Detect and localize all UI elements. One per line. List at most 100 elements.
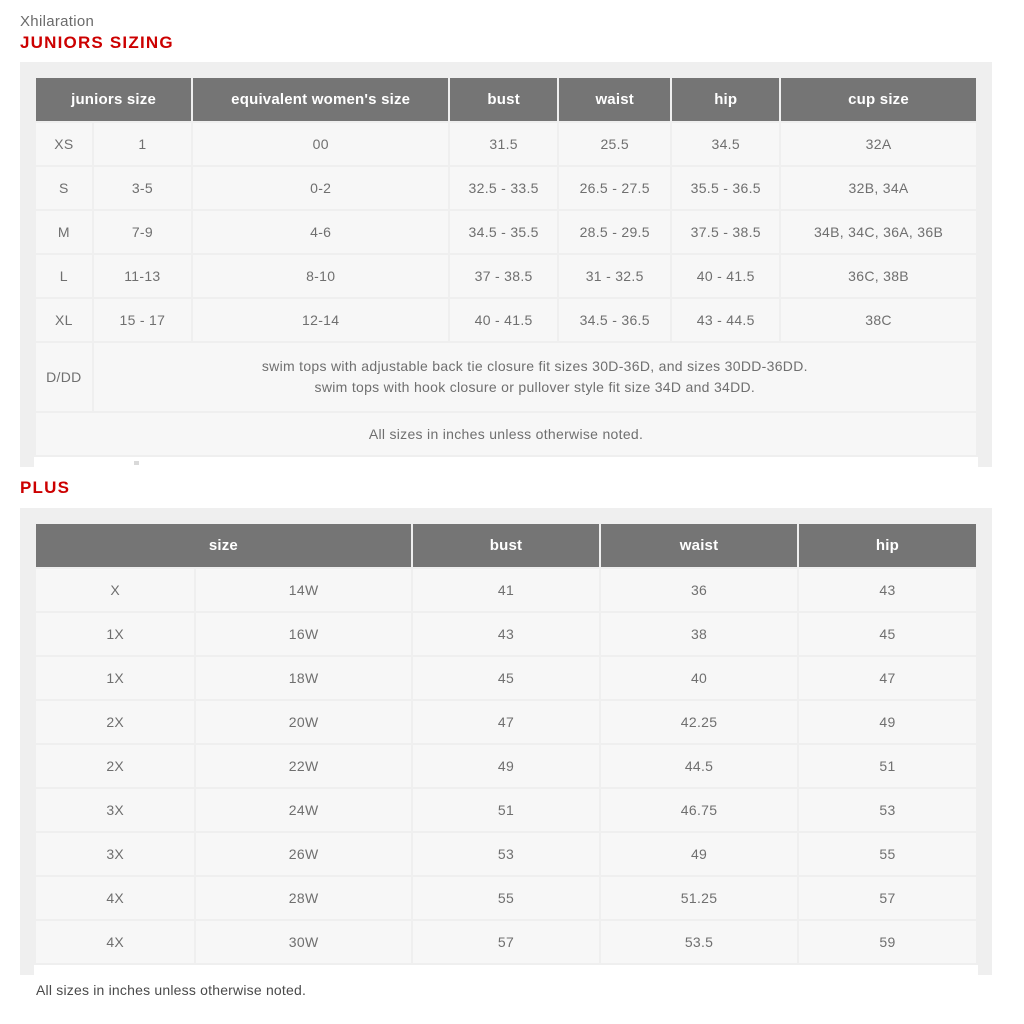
cell-hip: 43 - 44.5 [672, 299, 780, 341]
cell-bust: 41 [412, 569, 600, 611]
plus-header-row: size bust waist hip [36, 524, 976, 567]
cell-size: 2X [36, 745, 195, 787]
cell-size: X [36, 569, 195, 611]
cell-numeric-size: 30W [196, 921, 411, 963]
table-row: 1X 16W 43 38 45 [36, 613, 976, 655]
table-row: 3X 24W 51 46.75 53 [36, 789, 976, 831]
juniors-footnote-row: All sizes in inches unless otherwise not… [36, 413, 976, 455]
cell-bust: 45 [412, 657, 600, 699]
table-row: 4X 30W 57 53.5 59 [36, 921, 976, 963]
column-header-equivalent-womens-size: equivalent women's size [193, 78, 449, 121]
cell-waist: 31 - 32.5 [559, 255, 671, 297]
cell-numeric-size: 28W [196, 877, 411, 919]
cell-womens-size: 4-6 [193, 211, 449, 253]
plus-sizing-table: size bust waist hip X 14W 41 36 43 1X 16… [34, 522, 978, 965]
cell-waist: 34.5 - 36.5 [559, 299, 671, 341]
cell-waist: 42.25 [601, 701, 797, 743]
cell-hip: 59 [798, 921, 976, 963]
dd-note-line-1: swim tops with adjustable back tie closu… [261, 358, 808, 374]
dd-note-line-2: swim tops with hook closure or pullover … [314, 379, 756, 395]
table-row: X 14W 41 36 43 [36, 569, 976, 611]
column-header-waist: waist [601, 524, 797, 567]
cell-waist: 38 [601, 613, 797, 655]
cell-womens-size: 8-10 [193, 255, 449, 297]
brand-name: Xhilaration [20, 13, 95, 30]
cell-hip: 47 [798, 657, 976, 699]
plus-table-shell: size bust waist hip X 14W 41 36 43 1X 16… [20, 508, 992, 975]
cell-womens-size: 12-14 [193, 299, 449, 341]
juniors-footnote: All sizes in inches unless otherwise not… [36, 413, 976, 455]
cell-hip: 51 [798, 745, 976, 787]
column-header-bust: bust [450, 78, 558, 121]
cell-womens-size: 0-2 [193, 167, 449, 209]
cell-size: 1X [36, 613, 195, 655]
cell-numeric-size: 15 - 17 [93, 299, 192, 341]
cell-waist: 28.5 - 29.5 [559, 211, 671, 253]
column-header-cup-size: cup size [781, 78, 976, 121]
cell-hip: 49 [798, 701, 976, 743]
cell-waist: 36 [601, 569, 797, 611]
cell-size: 3X [36, 833, 195, 875]
cell-dd-note: swim tops with adjustable back tie closu… [93, 343, 976, 411]
juniors-sizing-table: juniors size equivalent women's size bus… [34, 76, 978, 457]
cell-hip: 40 - 41.5 [672, 255, 780, 297]
cell-waist: 44.5 [601, 745, 797, 787]
column-header-size: size [36, 524, 411, 567]
cell-numeric-size: 7-9 [93, 211, 192, 253]
cell-hip: 43 [798, 569, 976, 611]
cell-size: M [36, 211, 92, 253]
cell-cup-size: 36C, 38B [781, 255, 976, 297]
plus-section-title: PLUS [20, 478, 71, 497]
image-artifact [134, 461, 139, 465]
cell-size: L [36, 255, 92, 297]
cell-waist: 46.75 [601, 789, 797, 831]
cell-waist: 40 [601, 657, 797, 699]
cell-bust: 51 [412, 789, 600, 831]
cell-size: 1X [36, 657, 195, 699]
table-row: XS 1 00 31.5 25.5 34.5 32A [36, 123, 976, 165]
cell-bust: 53 [412, 833, 600, 875]
cell-cup-size: 38C [781, 299, 976, 341]
column-header-hip: hip [798, 524, 976, 567]
cell-bust: 47 [412, 701, 600, 743]
cell-hip: 35.5 - 36.5 [672, 167, 780, 209]
cell-bust: 55 [412, 877, 600, 919]
table-row: 2X 22W 49 44.5 51 [36, 745, 976, 787]
cell-bust: 40 - 41.5 [450, 299, 558, 341]
cell-numeric-size: 26W [196, 833, 411, 875]
cell-waist: 51.25 [601, 877, 797, 919]
dd-note-row: D/DD swim tops with adjustable back tie … [36, 343, 976, 411]
juniors-shell-bottom-spacer [34, 457, 978, 467]
cell-waist: 53.5 [601, 921, 797, 963]
cell-bust: 49 [412, 745, 600, 787]
cell-size: 2X [36, 701, 195, 743]
cell-size: S [36, 167, 92, 209]
column-header-bust: bust [412, 524, 600, 567]
cell-hip: 55 [798, 833, 976, 875]
cell-cup-size: 32A [781, 123, 976, 165]
juniors-header-row: juniors size equivalent women's size bus… [36, 78, 976, 121]
cell-hip: 53 [798, 789, 976, 831]
table-row: 1X 18W 45 40 47 [36, 657, 976, 699]
cell-numeric-size: 24W [196, 789, 411, 831]
juniors-table-shell: juniors size equivalent women's size bus… [20, 62, 992, 467]
cell-hip: 57 [798, 877, 976, 919]
plus-heading-block: PLUS [0, 467, 1024, 499]
cell-size: XS [36, 123, 92, 165]
juniors-heading-block: Xhilaration JUNIORS SIZING [0, 0, 1024, 54]
cell-bust: 32.5 - 33.5 [450, 167, 558, 209]
page-title: JUNIORS SIZING [20, 33, 174, 52]
cell-size: XL [36, 299, 92, 341]
plus-footnote: All sizes in inches unless otherwise not… [36, 982, 307, 998]
cell-womens-size: 00 [193, 123, 449, 165]
cell-waist: 49 [601, 833, 797, 875]
table-row: 2X 20W 47 42.25 49 [36, 701, 976, 743]
cell-size: 4X [36, 921, 195, 963]
cell-numeric-size: 22W [196, 745, 411, 787]
table-row: M 7-9 4-6 34.5 - 35.5 28.5 - 29.5 37.5 -… [36, 211, 976, 253]
table-row: XL 15 - 17 12-14 40 - 41.5 34.5 - 36.5 4… [36, 299, 976, 341]
cell-hip: 45 [798, 613, 976, 655]
cell-dd-label: D/DD [36, 343, 92, 411]
cell-cup-size: 32B, 34A [781, 167, 976, 209]
